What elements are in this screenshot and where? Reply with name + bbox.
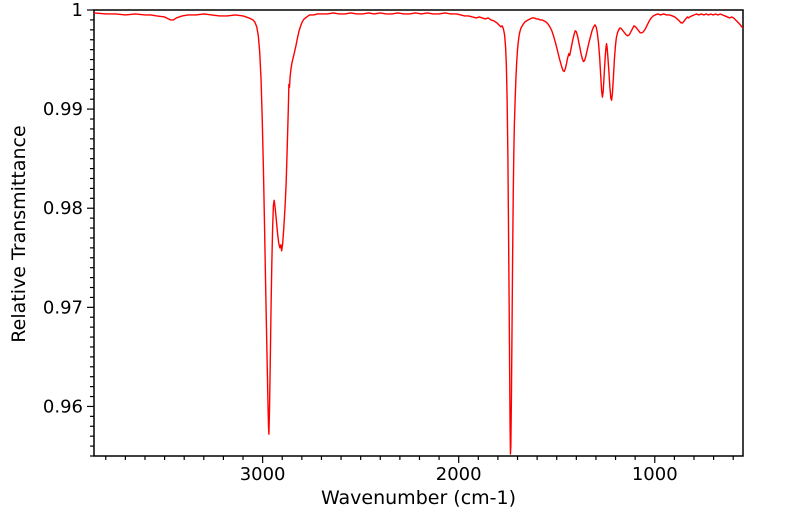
y-tick-label: 0.97 <box>43 297 83 318</box>
y-tick-label: 0.98 <box>43 198 83 219</box>
spectrum-line <box>94 12 743 455</box>
x-tick-label: 2000 <box>436 464 482 485</box>
x-axis-label: Wavenumber (cm-1) <box>320 487 517 509</box>
y-tick-label: 1 <box>72 0 83 21</box>
x-tick-label: 1000 <box>632 464 678 485</box>
y-tick-label: 0.99 <box>43 99 83 120</box>
y-axis-label: Relative Transmittance <box>8 125 30 343</box>
y-tick-label: 0.96 <box>43 396 83 417</box>
x-tick-label: 3000 <box>240 464 286 485</box>
plot-frame <box>93 9 744 457</box>
